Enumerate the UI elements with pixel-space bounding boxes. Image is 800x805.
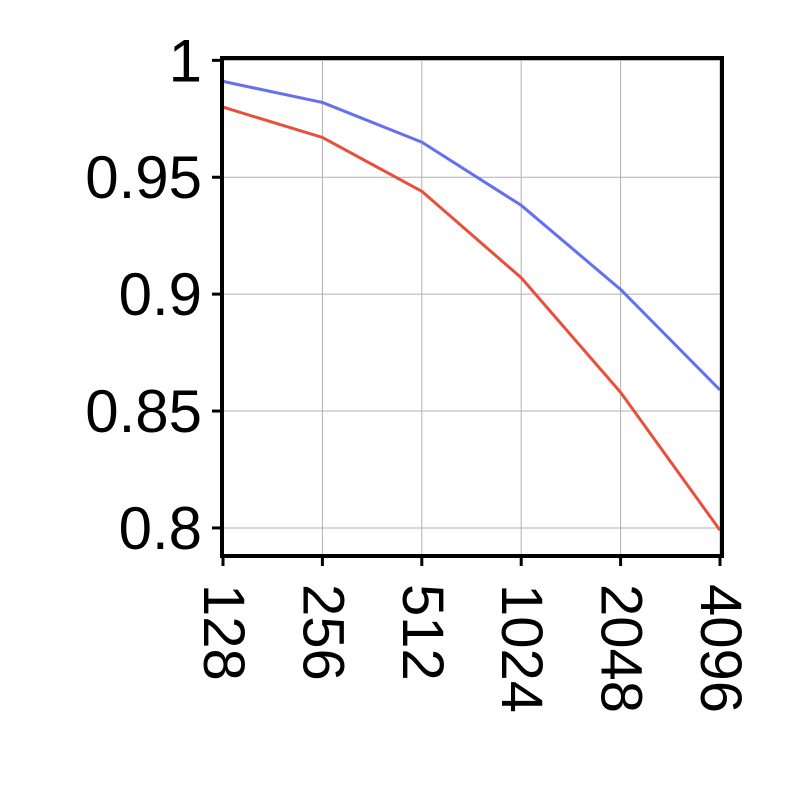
plot-frame xyxy=(220,56,724,558)
x-tick-label: 2048 xyxy=(589,584,654,713)
y-tick-label: 0.85 xyxy=(85,378,202,445)
x-tick-label: 512 xyxy=(390,584,455,681)
series-lines xyxy=(222,79,722,532)
x-tick-label: 4096 xyxy=(688,584,753,713)
grid xyxy=(222,58,722,556)
x-tick-label: 1024 xyxy=(489,584,554,713)
series-line-2 xyxy=(222,105,722,532)
y-tick-label: 0.8 xyxy=(119,495,202,562)
y-tick-label: 1 xyxy=(169,27,202,94)
x-axis-tick-labels: 128 256 512 1024 2048 4096 xyxy=(191,584,753,713)
ticks xyxy=(212,58,722,566)
y-axis-tick-labels: 0.8 0.85 0.9 0.95 1 xyxy=(85,27,202,562)
x-tick-label: 256 xyxy=(290,584,355,681)
x-tick-label: 128 xyxy=(191,584,256,681)
y-tick-label: 0.9 xyxy=(119,261,202,328)
series-line-1 xyxy=(222,79,722,392)
y-tick-label: 0.95 xyxy=(85,144,202,211)
